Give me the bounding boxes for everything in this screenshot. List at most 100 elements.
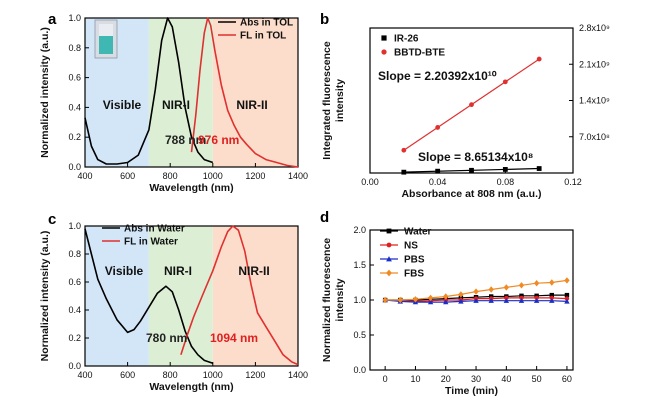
legend-label: PBS [404,255,425,266]
data-point [533,298,540,303]
legend-marker [386,256,392,262]
y-tick-label: 7.0x10⁸ [579,132,610,142]
region-label: NIR-II [236,98,267,112]
data-point [473,298,479,303]
region-band-nir-i [148,18,213,167]
data-point [503,284,510,291]
y-tick-label: 0.2 [68,333,81,343]
annotation-label: 1094 nm [210,331,258,345]
y-axis-label: Normalized intensity (a.u.) [39,231,51,362]
x-tick-label: 400 [77,370,92,380]
x-tick-label: 1400 [288,171,308,181]
series-line [84,228,214,364]
y-tick-label: 0.0 [353,365,366,375]
x-axis-label: Wavelength (nm) [149,381,233,393]
vial-top [99,24,113,36]
y-axis-label: intensity [334,79,346,122]
x-tick-label: 1000 [203,370,223,380]
x-tick-label: 20 [441,374,451,384]
data-point [469,167,474,173]
y-tick-label: 1.5 [353,260,366,270]
data-point [533,280,540,287]
chart-panel-b: 0.00 0.04 0.08 0.12 7.0x10⁸ 1.4x10⁹ 2.1x10⁹ 2.8… [320,11,610,200]
y-tick-label: 2.0 [353,225,366,235]
annotation-label: 788 nm [165,133,206,147]
panel-label: b [320,11,329,28]
legend-marker [381,49,387,55]
panel-label: d [320,209,329,226]
x-tick-label: 40 [501,374,511,384]
y-tick-label: 0.8 [68,249,81,259]
y-tick-label: 2.1x10⁹ [579,59,610,69]
data-point [518,298,525,303]
series-line [180,225,299,366]
chart-panel-d: 0 10 20 30 40 50 60 0.0 0.5 1.0 1.5 2.0 Time (min) No… [320,209,574,397]
data-point [534,295,539,301]
data-point [401,169,407,175]
x-axis-label: Absorbance at 808 nm (a.u.) [401,188,541,200]
x-tick-label: 800 [163,370,178,380]
data-point [435,125,441,130]
annotation-label: Slope = 8.65134x10⁸ [418,150,533,164]
y-tick-label: 0.5 [353,330,366,340]
data-point [502,167,508,172]
y-tick-label: 1.0 [68,221,81,231]
y-axis-label: intensity [334,278,346,321]
data-point [401,147,407,153]
legend-label: Abs in TOL [240,18,293,29]
plot-frame [84,17,299,168]
panel-label: c [48,211,56,228]
region-label: Visible [103,98,142,112]
data-point [412,296,419,303]
data-point [382,296,388,304]
data-point [427,299,434,305]
x-tick-label: 600 [120,370,135,380]
data-point [488,286,494,293]
data-point [504,295,509,301]
legend-label: Water [404,227,432,238]
region-band-nir-ii [212,18,298,167]
y-axis-label: Normalized intensity (a.u.) [39,27,51,158]
data-point [397,296,403,304]
x-tick-label: 400 [77,171,92,181]
chart-panel-a: 400 600 800 1000 1200 1400 0.0 0.2 0.4 0.6 0.8 1.0 W… [39,11,308,194]
x-tick-label: 600 [120,171,135,181]
x-tick-label: 50 [532,374,542,384]
data-point [473,288,479,295]
data-point [536,56,542,62]
x-tick-label: 0.04 [429,177,447,187]
y-tick-label: 0.0 [68,162,81,172]
y-tick-label: 1.0 [68,13,81,23]
data-point [488,298,494,303]
data-point [549,292,554,298]
region-label: NIR-II [238,264,269,278]
region-label: NIR-I [164,264,192,278]
annotation-label: 976 nm [198,133,239,147]
x-tick-label: 0 [383,374,388,384]
data-point [458,298,464,304]
legend-label: FL in Water [124,237,178,248]
data-point [503,298,510,303]
x-tick-label: 10 [410,374,420,384]
data-point [443,299,449,305]
data-point [564,277,570,284]
panel-label: a [48,11,57,28]
x-tick-label: 0.00 [361,177,379,187]
legend-marker [386,228,392,234]
data-point [549,295,554,301]
data-point [502,79,508,85]
legend-label: FL in TOL [240,31,286,42]
annotation-label: Slope = 2.20392x10¹⁰ [378,69,497,83]
x-axis-label: Time (min) [445,385,498,397]
x-tick-label: 800 [163,171,178,181]
x-tick-label: 1400 [288,370,308,380]
data-point [443,293,449,300]
y-axis-label: Integrated fluorescence [321,41,333,160]
x-tick-label: 1200 [245,370,265,380]
data-point [519,295,524,301]
data-point [435,168,441,174]
data-point [564,296,570,301]
y-axis-label: Normalized fluorescence [321,238,333,362]
y-tick-label: 0.0 [68,361,81,371]
vial-liquid [99,36,113,54]
